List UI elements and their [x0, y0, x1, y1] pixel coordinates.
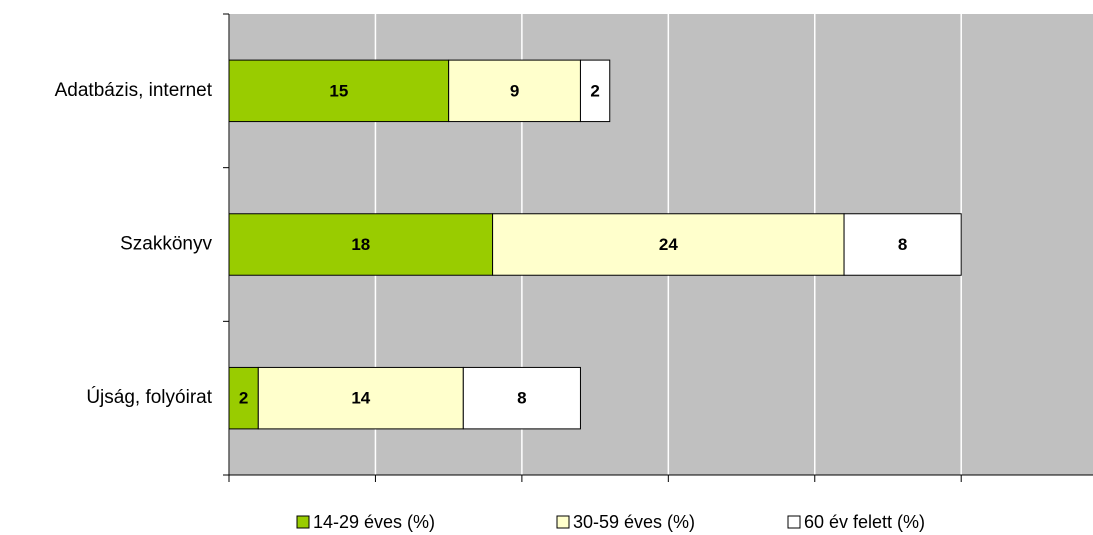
data-label: 9 — [510, 81, 519, 100]
data-label: 2 — [590, 81, 599, 100]
bar-segment — [492, 213, 845, 276]
data-label: 24 — [659, 235, 678, 254]
bar-segment — [843, 213, 962, 276]
y-tick-label: Adatbázis, internet — [55, 80, 213, 101]
legend-swatch — [296, 515, 310, 529]
legend-label: 60 év felett (%) — [804, 512, 925, 532]
legend-label: 30-59 éves (%) — [573, 512, 695, 532]
legend-label: 14-29 éves (%) — [313, 512, 435, 532]
bar-segment — [228, 213, 494, 276]
y-tick-label: Szakkönyv — [120, 234, 212, 255]
data-label: 2 — [239, 389, 248, 408]
bar-segment — [462, 366, 581, 430]
legend-swatch — [787, 515, 801, 529]
bar-segment — [257, 366, 464, 430]
data-label: 8 — [898, 235, 907, 254]
data-label: 18 — [351, 235, 370, 254]
data-label: 14 — [351, 389, 370, 408]
data-label: 8 — [517, 389, 526, 408]
data-label: 15 — [329, 81, 348, 100]
bar-segment — [579, 59, 611, 123]
y-tick-label: Újság, folyóirat — [86, 386, 212, 408]
legend-swatch — [556, 515, 570, 529]
